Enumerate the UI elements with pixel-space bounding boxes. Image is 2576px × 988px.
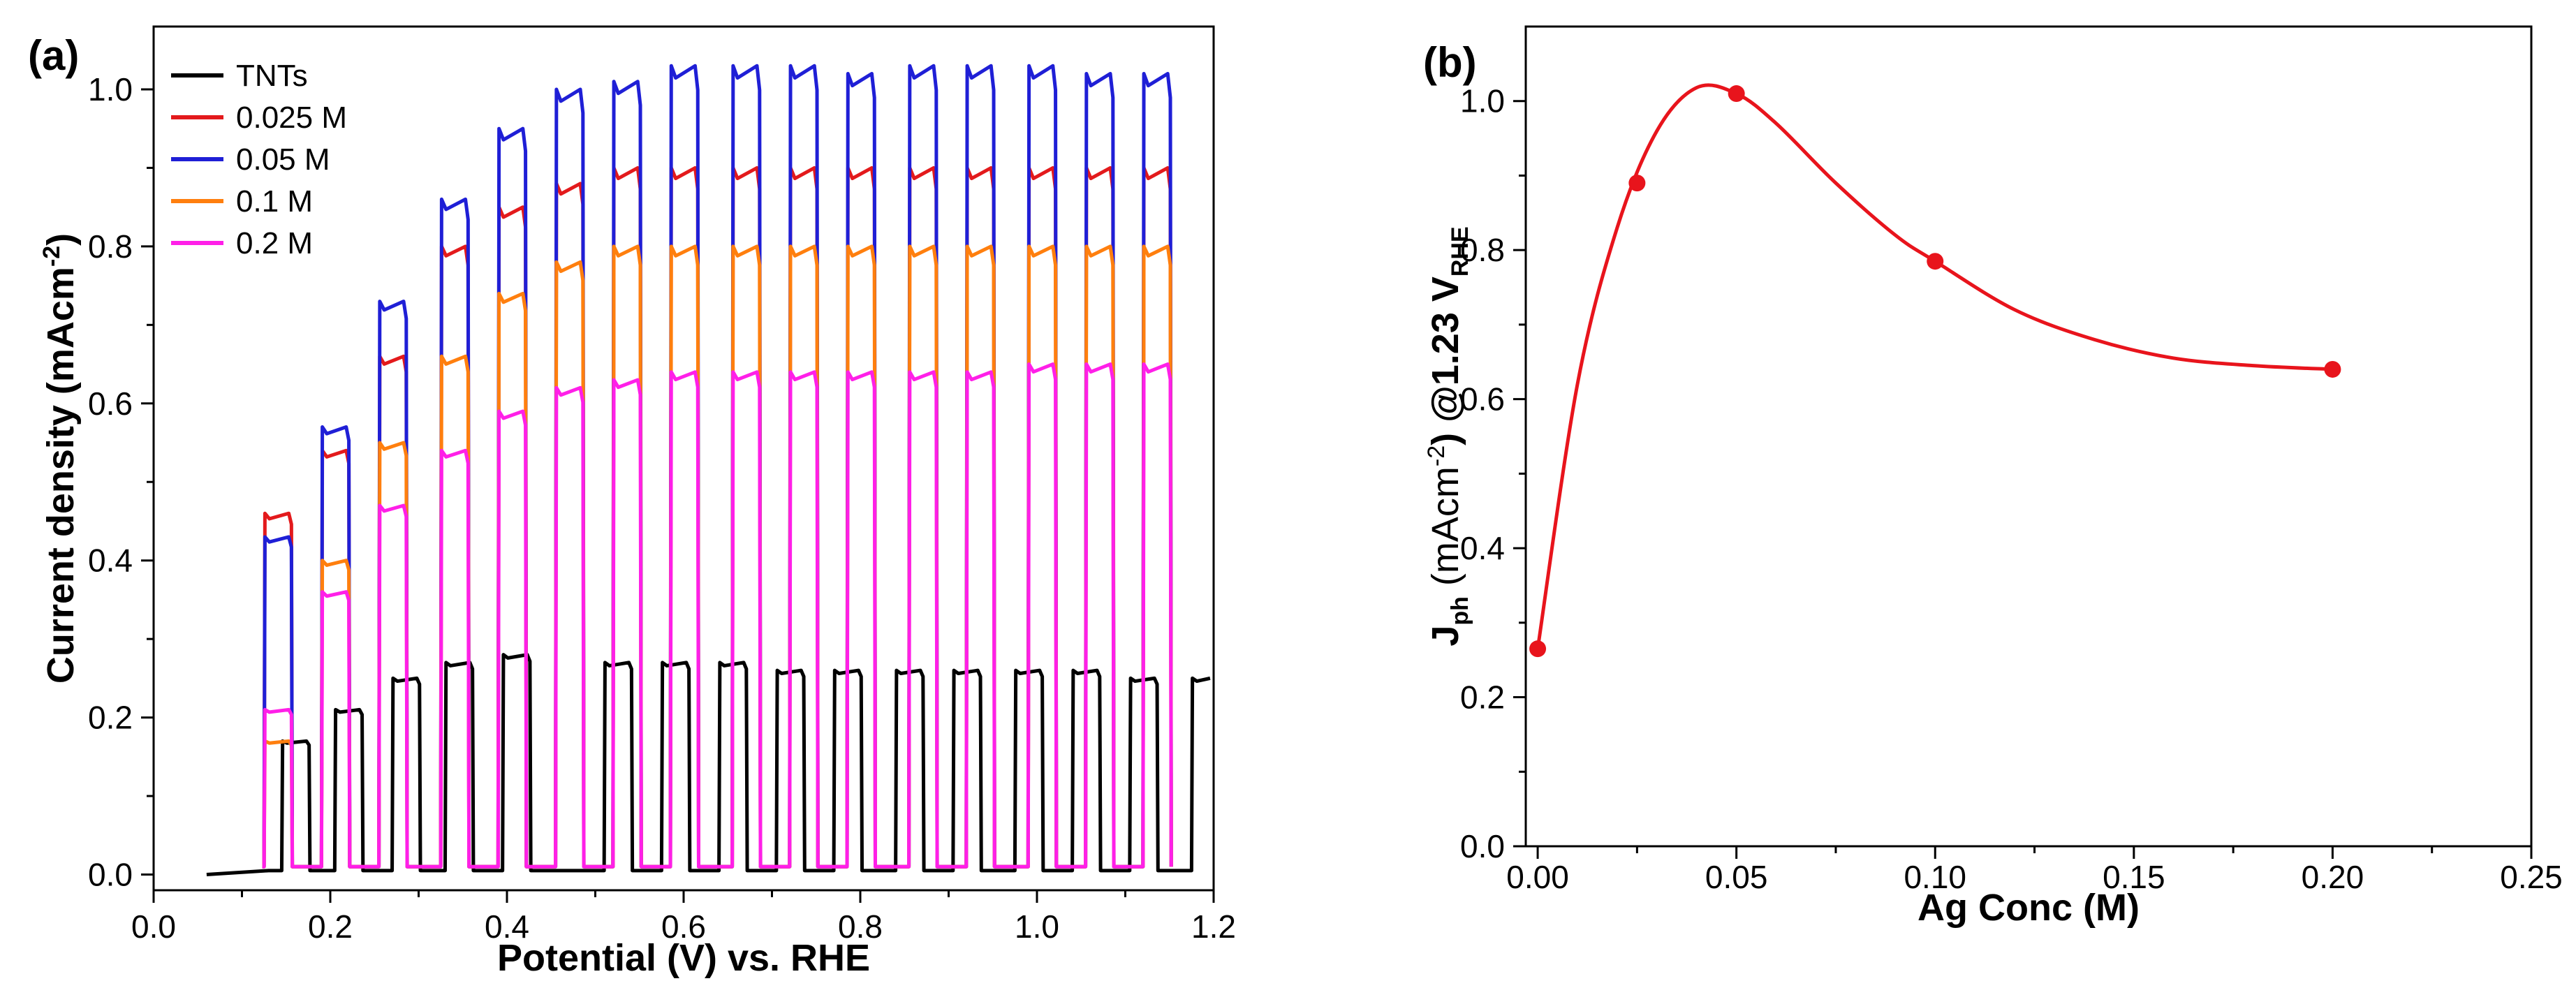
panel-b-y-tick-label: 0.4	[1460, 530, 1505, 566]
panel-b-x-tick-label: 0.10	[1904, 859, 1966, 895]
panel-b-points	[1529, 85, 2341, 658]
panel-a-x-tick-label: 0.6	[661, 908, 706, 945]
panel-a-plot-area	[206, 64, 1211, 877]
panel-a-legend-label: 0.025 M	[236, 101, 347, 135]
panel-b-label: (b)	[1423, 39, 1477, 86]
panel-a-y-axis-title-main: Current density (mAcm	[40, 267, 82, 684]
panel-a-y-ticks: 0.0 0.2 0.4 0.6 0.8 1.0	[88, 71, 154, 893]
panel-a-x-tick-label: 0.2	[308, 908, 353, 945]
panel-a-series-line	[262, 362, 1173, 869]
panel-a-x-tick-label: 1.0	[1015, 908, 1059, 945]
panel-b-x-tick-label: 0.00	[1506, 859, 1569, 895]
panel-a-chopped-light-plot: (a) 0.0 0.2 0.4 0.6 0.8 1.0 1.2 0.00.20.40.60.…	[28, 25, 1236, 979]
panel-b-y-tick-label: 0.6	[1460, 381, 1505, 418]
panel-a-series-line	[206, 653, 1211, 877]
panel-b-data-point	[1529, 640, 1547, 658]
panel-a-y-tick-label: 0.0	[88, 857, 133, 893]
panel-b-y-tick-label: 0.0	[1460, 828, 1505, 864]
panel-b-x-axis-title: Ag Conc (M)	[1918, 887, 2140, 929]
panel-a-y-axis-title-sup: -2	[38, 246, 65, 267]
panel-a-y-axis-title: Current density (mAcm-2)	[38, 233, 82, 684]
panel-a-legend-label: 0.2 M	[236, 226, 313, 260]
panel-a-x-tick-label: 0.8	[838, 908, 883, 945]
panel-b-y-axis-title-j: J	[1425, 626, 1466, 647]
panel-a-label: (a)	[28, 32, 79, 79]
panel-a-y-tick-label: 1.0	[88, 71, 133, 108]
panel-b-x-tick-label: 0.15	[2103, 859, 2165, 895]
panel-b-y-axis-title: Jph (mAcm-2) @1.23 VRHE	[1423, 226, 1473, 646]
panel-a-legend-label: TNTs	[236, 59, 308, 93]
panel-b-y-tick-label: 1.0	[1460, 83, 1505, 119]
panel-b-fit-curve	[1536, 83, 2333, 649]
panel-b-axes-frame	[1524, 25, 2533, 848]
panel-b-y-axis-title-bias: ) @1.23 V	[1425, 277, 1466, 445]
panel-a-series-line	[262, 64, 1173, 869]
panel-a-y-tick-label: 0.4	[88, 543, 133, 579]
panel-a-y-tick-label: 0.2	[88, 700, 133, 736]
panel-b-concentration-plot: (b) 0.00 0.05 0.10 0.15 0.20 0.25 0.00.20.40.…	[1423, 25, 2563, 929]
panel-a-y-axis-title-close: )	[40, 233, 82, 246]
panel-b-y-tick-label: 0.8	[1460, 232, 1505, 268]
panel-a-x-tick-label: 0.0	[131, 908, 176, 945]
panel-b-y-axis-title-j-sub: ph	[1447, 596, 1473, 626]
panel-b-y-axis-title-unit-sup: -2	[1423, 445, 1450, 466]
panel-a-series-line	[262, 244, 1173, 869]
panel-b-x-tick-label: 0.05	[1705, 859, 1768, 895]
panel-b-y-axis-title-v-sub: RHE	[1447, 226, 1473, 277]
panel-b-x-tick-label: 0.25	[2500, 859, 2563, 895]
panel-a-x-ticks: 0.0 0.2 0.4 0.6 0.8 1.0 1.2	[131, 890, 1236, 945]
panel-b-y-ticks: 0.0 0.2 0.4 0.6 0.8 1.0	[1460, 83, 1526, 864]
panel-b-x-ticks: 0.00 0.05 0.10 0.15 0.20 0.25	[1506, 846, 2563, 895]
panel-a-legend-label: 0.1 M	[236, 184, 313, 219]
panel-b-y-axis-title-unit: (mAcm	[1425, 466, 1466, 596]
panel-b-data-point	[2324, 360, 2341, 378]
panel-a-x-tick-label: 0.4	[485, 908, 529, 945]
panel-a-legend-label: 0.05 M	[236, 142, 330, 177]
panel-a-legend: TNTs 0.025 M 0.05 M 0.1 M 0.2 M	[171, 59, 347, 260]
panel-a-x-tick-label: 1.2	[1191, 908, 1236, 945]
panel-a-x-axis-title: Potential (V) vs. RHE	[497, 937, 870, 979]
panel-b-x-tick-label: 0.20	[2302, 859, 2364, 895]
panel-a-y-tick-label: 0.8	[88, 228, 133, 265]
panel-b-y-tick-label: 0.2	[1460, 679, 1505, 716]
panel-b-data-point	[1728, 85, 1745, 103]
panel-b-data-point	[1628, 175, 1646, 192]
panel-a-series-line	[262, 165, 1173, 869]
panel-a-y-tick-label: 0.6	[88, 385, 133, 422]
panel-b-data-point	[1927, 253, 1944, 270]
